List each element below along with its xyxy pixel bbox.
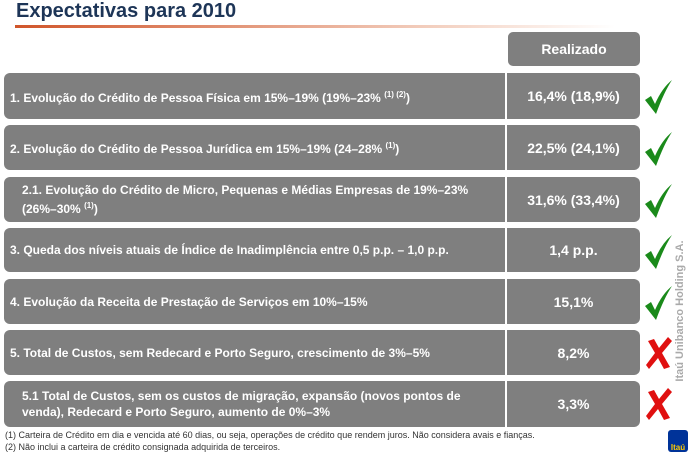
table-row: 5. Total de Custos, sem Redecard e Porto… [4, 330, 640, 375]
label-text: 4. Evolução da Receita de Prestação de S… [10, 294, 368, 310]
label-main: 2. Evolução do Crédito de Pessoa Jurídic… [10, 142, 383, 156]
label-suffix: ) [395, 142, 400, 156]
label-text: 1. Evolução do Crédito de Pessoa Física … [10, 87, 410, 106]
realized-value: 1,4 p.p. [507, 228, 640, 272]
cross-icon [646, 388, 672, 420]
footnote-ref: (1) [84, 201, 94, 210]
title-underline [15, 25, 615, 28]
realized-value: 31,6% (33,4%) [507, 177, 640, 222]
realized-value: 15,1% [507, 279, 640, 324]
table-row: 5.1 Total de Custos, sem os custos de mi… [4, 381, 640, 427]
label-main: 3. Queda dos níveis atuais de Índice de … [10, 243, 449, 257]
footnote-ref: (1) (2) [384, 89, 406, 99]
expectation-label: 1. Evolução do Crédito de Pessoa Física … [4, 73, 505, 119]
label-suffix: ) [405, 90, 410, 105]
check-icon [645, 235, 672, 269]
realized-value: 16,4% (18,9%) [507, 73, 640, 119]
table-row: 2.1. Evolução do Crédito de Micro, Peque… [4, 177, 640, 222]
realized-value: 22,5% (24,1%) [507, 125, 640, 170]
label-text: 5.1 Total de Custos, sem os custos de mi… [10, 388, 499, 420]
label-main: 5. Total de Custos, sem Redecard e Porto… [10, 345, 430, 360]
check-icon [645, 80, 672, 114]
footnote-1: (1) Carteira de Crédito em dia e vencida… [5, 430, 535, 440]
label-text: 3. Queda dos níveis atuais de Índice de … [10, 242, 449, 258]
realized-value: 8,2% [507, 330, 640, 375]
check-icon [645, 286, 672, 320]
footnote-2: (2) Não inclui a carteira de crédito con… [5, 442, 281, 452]
table-row: 1. Evolução do Crédito de Pessoa Física … [4, 73, 640, 119]
table-row: 4. Evolução da Receita de Prestação de S… [4, 279, 640, 324]
realized-value: 3,3% [507, 381, 640, 427]
label-main: 2.1. Evolução do Crédito de Micro, Peque… [22, 183, 469, 216]
itau-logo: Itaú [668, 430, 688, 452]
label-main: 4. Evolução da Receita de Prestação de S… [10, 294, 368, 309]
column-header-realizado: Realizado [508, 32, 640, 66]
expectation-label: 4. Evolução da Receita de Prestação de S… [4, 279, 505, 324]
expectation-label: 2. Evolução do Crédito de Pessoa Jurídic… [4, 125, 505, 170]
expectation-label: 2.1. Evolução do Crédito de Micro, Peque… [4, 177, 505, 222]
label-main: 5.1 Total de Custos, sem os custos de mi… [22, 389, 461, 419]
page-title: Expectativas para 2010 [16, 0, 237, 22]
table-row: 2. Evolução do Crédito de Pessoa Jurídic… [4, 125, 640, 170]
expectation-label: 3. Queda dos níveis atuais de Índice de … [4, 228, 505, 272]
cross-icon [646, 337, 672, 369]
expectation-label: 5. Total de Custos, sem Redecard e Porto… [4, 330, 505, 375]
table-row: 3. Queda dos níveis atuais de Índice de … [4, 228, 640, 272]
check-icon [645, 132, 672, 166]
side-company-text: Itaú Unibanco Holding S.A. [674, 240, 686, 382]
label-text: 2. Evolução do Crédito de Pessoa Jurídic… [10, 138, 399, 157]
footnote-ref: (1) [385, 141, 396, 150]
label-text: 5. Total de Custos, sem Redecard e Porto… [10, 345, 430, 361]
check-icon [645, 184, 672, 218]
label-suffix: ) [93, 202, 98, 216]
logo-text: Itaú [670, 443, 686, 452]
label-text: 2.1. Evolução do Crédito de Micro, Peque… [10, 182, 499, 217]
label-main: 1. Evolução do Crédito de Pessoa Física … [10, 90, 381, 105]
expectation-label: 5.1 Total de Custos, sem os custos de mi… [4, 381, 505, 427]
